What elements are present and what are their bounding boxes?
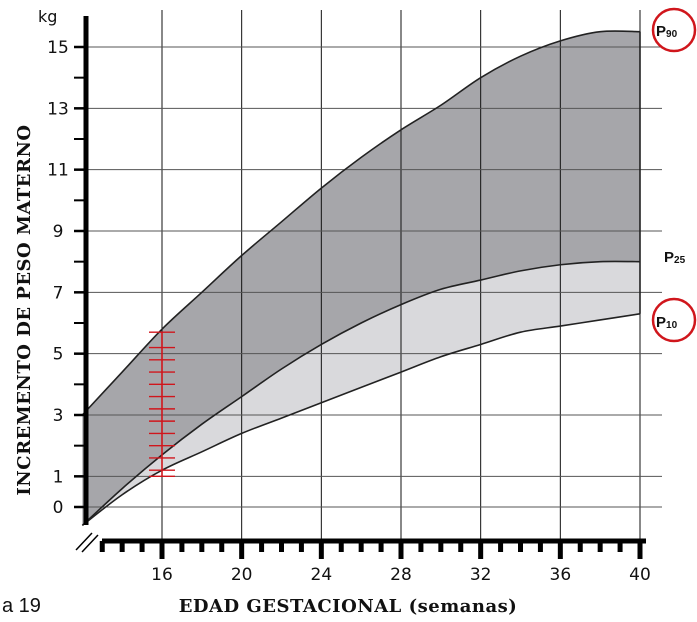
x-tick	[259, 541, 265, 552]
y-tick-label: 3	[53, 406, 64, 426]
x-tick-label: 24	[311, 565, 333, 585]
percentile-label-sub: 25	[674, 255, 686, 266]
x-tick	[537, 541, 543, 552]
x-tick	[498, 541, 504, 552]
highlight-marks	[149, 331, 175, 478]
x-tick-label: 28	[390, 565, 412, 585]
labels: kg INCREMENTO DE PESO MATERNO EDAD GESTA…	[2, 7, 697, 617]
y-tick-label: 15	[47, 38, 69, 58]
x-tick	[418, 541, 424, 552]
x-tick	[338, 541, 344, 552]
series-line-p90	[81, 30, 641, 416]
percentile-label-p25: P25	[664, 249, 686, 266]
percentile-bands	[82, 30, 641, 526]
side-text: a 19	[2, 595, 41, 617]
x-tick	[478, 541, 484, 559]
x-tick-label: 16	[151, 565, 173, 585]
x-tick	[139, 541, 145, 552]
highlight-circle-p90	[651, 7, 697, 53]
axes	[74, 16, 646, 559]
x-tick	[199, 541, 205, 552]
percentile-label-main: P	[656, 23, 666, 40]
x-tick-label: 40	[629, 565, 651, 585]
y-tick-label: 13	[47, 99, 69, 119]
x-tick	[318, 541, 324, 559]
x-tick-label: 32	[470, 565, 492, 585]
x-tick	[119, 541, 125, 552]
x-tick	[518, 541, 523, 552]
y-tick-label: 7	[53, 283, 64, 303]
percentile-label-main: P	[664, 249, 674, 266]
x-tick	[378, 541, 384, 552]
x-tick	[279, 541, 284, 552]
y-tick-label: 11	[47, 161, 69, 181]
x-tick	[557, 541, 563, 559]
y-tick-label: 1	[53, 467, 64, 487]
x-tick	[458, 541, 464, 552]
y-unit-label: kg	[38, 7, 57, 26]
percentile-label-sub: 90	[666, 29, 678, 40]
x-tick	[637, 541, 643, 559]
x-tick	[179, 541, 185, 552]
x-tick	[617, 541, 623, 552]
percentile-label-p90: P90	[656, 23, 678, 40]
highlight-circle-p10	[651, 297, 697, 343]
grid-lines	[86, 10, 662, 541]
x-tick	[597, 541, 603, 552]
x-tick	[298, 541, 304, 552]
percentile-lines	[81, 30, 641, 527]
axis-break-mark	[81, 534, 99, 553]
percentile-label-main: P	[656, 314, 666, 331]
y-axis-title: INCREMENTO DE PESO MATERNO	[14, 124, 35, 495]
y-tick-label: 0	[53, 498, 64, 518]
x-tick	[398, 541, 404, 559]
x-tick-label: 20	[231, 565, 253, 585]
x-tick	[358, 541, 364, 552]
band-p10-p25	[82, 261, 641, 526]
x-tick	[99, 541, 105, 552]
x-tick	[219, 541, 225, 552]
y-tick-label: 5	[53, 345, 64, 365]
x-tick-label: 36	[550, 565, 572, 585]
band-p25-p90	[82, 30, 641, 526]
percentile-label-sub: 10	[666, 320, 678, 331]
axis-break-mark	[75, 532, 93, 551]
x-tick	[577, 541, 583, 552]
x-axis-title: EDAD GESTACIONAL (semanas)	[179, 596, 518, 617]
x-tick	[159, 541, 165, 559]
x-tick	[438, 541, 444, 552]
y-tick-label: 9	[53, 222, 64, 242]
series-line-p10	[81, 313, 641, 527]
percentile-label-p10: P10	[656, 314, 678, 331]
x-tick	[239, 541, 245, 559]
